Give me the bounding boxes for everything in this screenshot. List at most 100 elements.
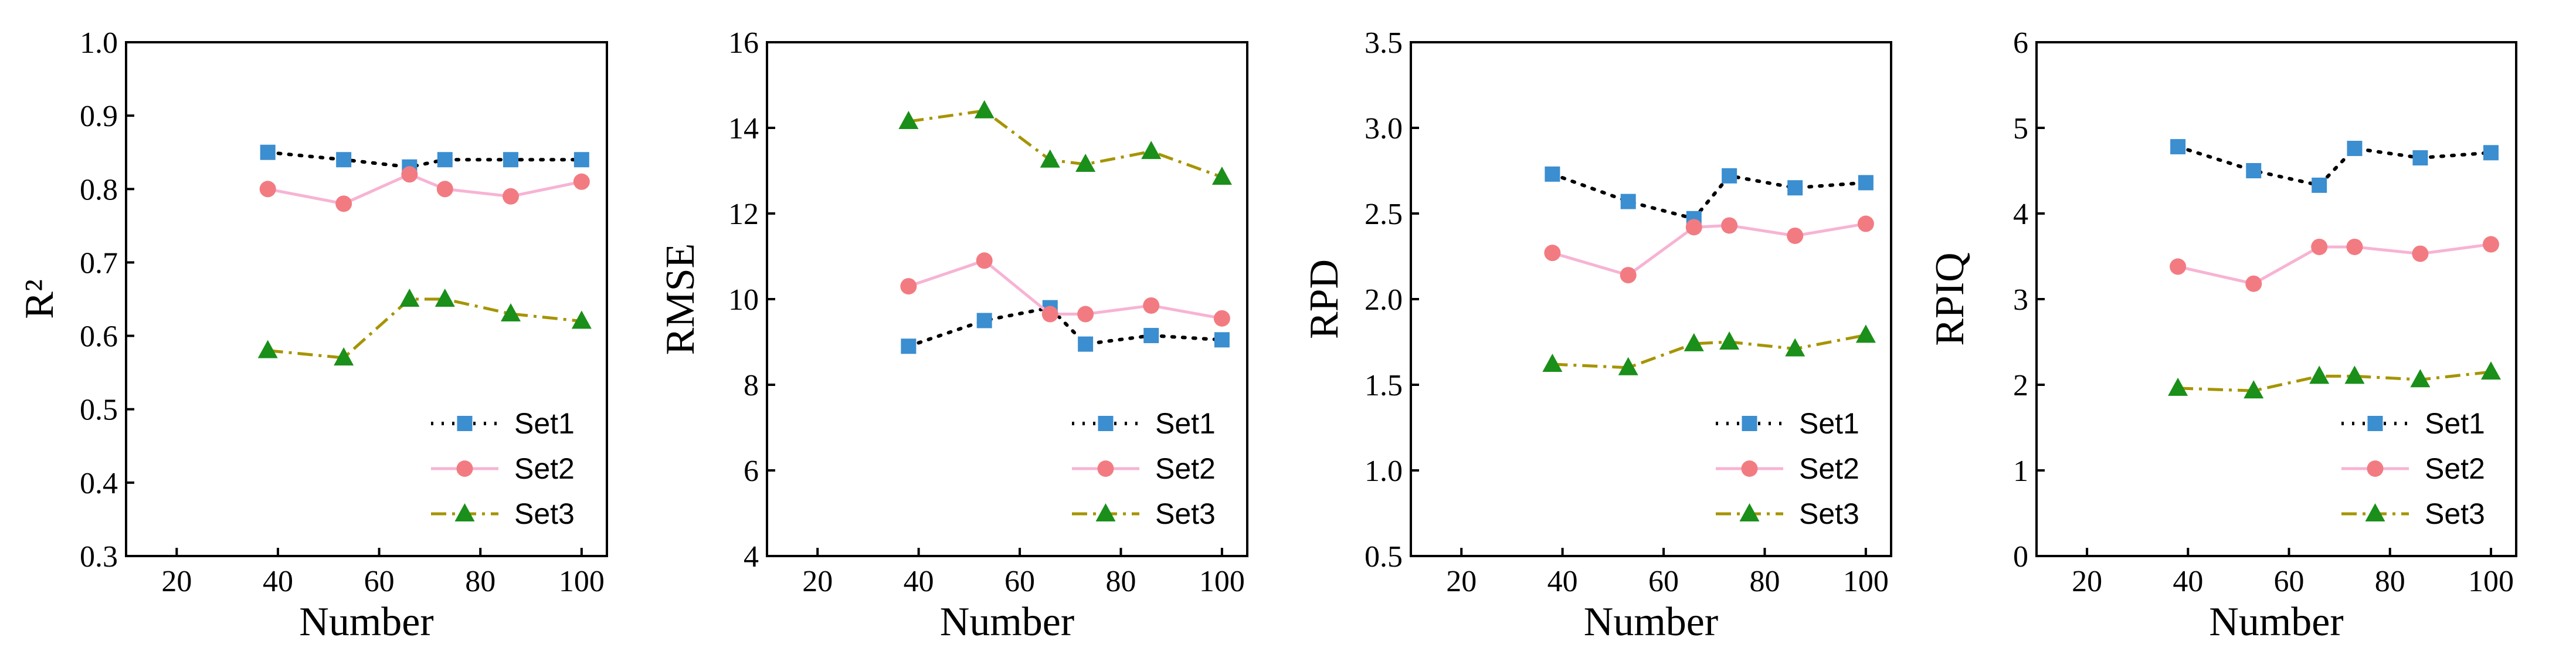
y-tick-label: 0.4 (80, 467, 118, 500)
y-tick-label: 1 (2013, 455, 2028, 488)
data-point-set3 (501, 303, 521, 322)
data-point-set1 (2170, 139, 2186, 155)
data-point-set2 (259, 181, 276, 198)
data-point-set2 (1544, 245, 1561, 262)
y-tick-label: 0 (2013, 540, 2028, 574)
y-tick-label: 0.3 (80, 540, 118, 574)
data-point-set3 (1719, 331, 1740, 350)
data-point-set3 (1141, 141, 1162, 160)
x-tick-label: 20 (1446, 565, 1477, 598)
x-axis-title: Number (1584, 599, 1718, 645)
data-point-set3 (334, 347, 354, 366)
data-point-set2 (1077, 306, 1094, 323)
data-point-set2 (503, 188, 519, 205)
data-point-set2 (1620, 267, 1637, 284)
series-line-set3 (908, 109, 1223, 179)
data-point-set1 (503, 152, 518, 168)
plot-frame (125, 41, 608, 557)
series-line-set1 (266, 150, 583, 169)
x-tick-label: 40 (1547, 565, 1578, 598)
data-point-set2 (401, 166, 418, 183)
data-point-set2 (335, 195, 352, 212)
legend-marker-set2 (1097, 460, 1114, 477)
legend-label-set1: Set1 (1799, 407, 1859, 440)
data-point-set3 (257, 340, 278, 358)
x-tick-label: 80 (465, 565, 495, 598)
y-axis-title: R² (17, 279, 62, 319)
data-point-set1 (336, 152, 352, 168)
data-point-set2 (1041, 306, 1058, 323)
legend-marker-set3 (454, 503, 475, 521)
data-point-set1 (437, 152, 453, 168)
legend-marker-set3 (1095, 503, 1116, 521)
x-tick-label: 60 (364, 565, 395, 598)
data-point-set1 (2312, 177, 2327, 193)
chart-panel-1: 0.3 0.4 0.5 0.6 0.7 0.8 0.9 1.0 20 40 60 80 100 Numbe… (17, 26, 608, 645)
data-point-set1 (1143, 328, 1159, 344)
legend: Set1 Set2 Set3 (1072, 407, 1216, 530)
data-point-set2 (2245, 275, 2262, 292)
data-point-set2 (1857, 215, 1874, 232)
data-point-set1 (2246, 163, 2262, 178)
y-tick-label: 1.0 (1365, 455, 1403, 488)
legend-marker-set1 (457, 416, 473, 431)
y-tick-label: 0.9 (80, 100, 118, 133)
chart-panel-2: 4 6 8 10 12 14 16 20 40 60 80 100 Number RMSE Set1 Set2… (658, 26, 1248, 645)
x-tick-label: 80 (1749, 565, 1780, 598)
legend: Set1 Set2 Set3 (431, 407, 575, 530)
y-tick-label: 3 (2013, 283, 2028, 317)
data-point-set3 (2410, 369, 2431, 388)
y-tick-label: 0.5 (1365, 540, 1403, 574)
series-line-set3 (267, 297, 582, 360)
data-point-set1 (2483, 145, 2499, 161)
legend-label-set1: Set1 (1155, 407, 1216, 440)
data-point-set1 (1787, 180, 1803, 196)
series-line-set2 (908, 259, 1223, 320)
y-tick-label: 12 (728, 198, 759, 231)
x-tick-label: 80 (1105, 565, 1136, 598)
data-point-set1 (260, 144, 276, 160)
legend-label-set3: Set3 (2425, 497, 2485, 530)
x-tick-label: 100 (1199, 565, 1245, 598)
series-line-set1 (1550, 172, 1868, 221)
y-tick-label: 1.5 (1365, 369, 1403, 402)
legend-label-set2: Set2 (514, 452, 575, 485)
x-tick-label: 40 (2173, 565, 2203, 598)
x-axis-title: Number (299, 599, 433, 645)
y-tick-label: 5 (2013, 112, 2028, 145)
y-tick-label: 3.5 (1365, 26, 1403, 60)
data-point-set2 (2346, 238, 2363, 255)
data-point-set1 (1722, 168, 1737, 184)
data-point-set2 (1143, 297, 1160, 314)
data-point-set2 (436, 181, 453, 198)
legend-marker-set3 (1739, 503, 1760, 521)
y-tick-label: 2.5 (1365, 198, 1403, 231)
legend-label-set2: Set2 (2425, 452, 2485, 485)
data-point-set2 (573, 173, 590, 190)
data-point-set3 (898, 111, 919, 130)
data-point-set1 (1214, 332, 1230, 348)
y-tick-label: 4 (2013, 198, 2028, 231)
legend-label-set2: Set2 (1155, 452, 1216, 485)
data-point-set2 (976, 252, 993, 269)
y-tick-label: 4 (744, 540, 759, 574)
series-line-set2 (267, 172, 582, 205)
x-axis-title: Number (940, 599, 1074, 645)
series-line-set3 (2178, 370, 2492, 392)
data-point-set1 (1858, 175, 1874, 191)
data-point-set1 (1078, 336, 1094, 352)
y-tick-label: 6 (744, 455, 759, 488)
data-point-set3 (1855, 324, 1876, 343)
data-point-set2 (1721, 217, 1738, 234)
data-point-set3 (1785, 338, 1805, 357)
data-point-set2 (1213, 310, 1230, 327)
legend-marker-set3 (2365, 503, 2385, 521)
data-point-set1 (2412, 150, 2428, 166)
y-tick-label: 0.6 (80, 320, 118, 354)
y-axis-title: RPIQ (1927, 252, 1973, 345)
y-axis-title: RPD (1302, 259, 1347, 339)
x-tick-label: 20 (161, 565, 192, 598)
x-tick-label: 60 (1648, 565, 1679, 598)
data-point-set3 (571, 310, 592, 329)
